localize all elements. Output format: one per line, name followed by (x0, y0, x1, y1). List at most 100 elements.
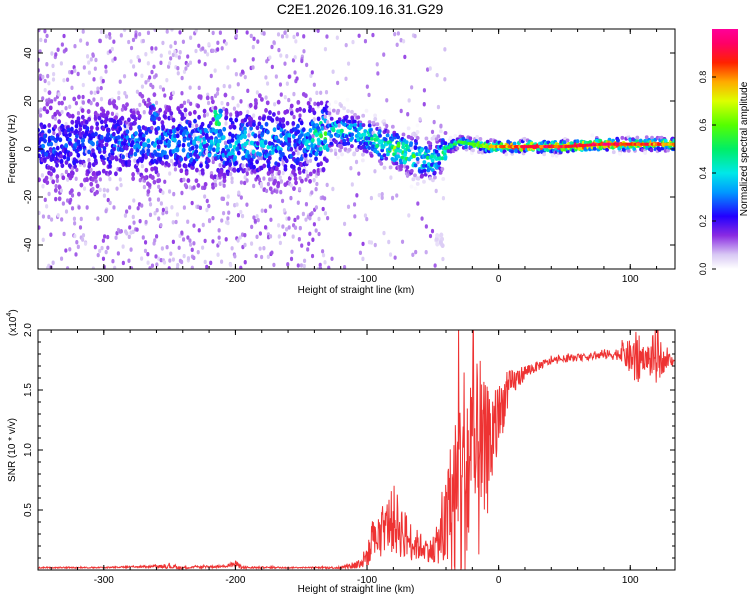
spectrogram-cell (61, 175, 66, 181)
spectrogram-cell (275, 189, 279, 194)
spectrogram-cell (270, 44, 274, 50)
spectrogram-cell (321, 167, 326, 172)
spectrogram-cell (415, 181, 420, 186)
spectrogram-cell (49, 217, 54, 222)
spectrogram-cell (632, 146, 637, 151)
spectrogram-cell (85, 54, 90, 59)
spectrogram-cell (141, 133, 146, 139)
spectrogram-cell (331, 128, 336, 133)
spectrogram-cell (68, 151, 73, 157)
spectrogram-cell (213, 68, 217, 73)
spectrogram-cell (122, 141, 127, 147)
spectrogram-cell (169, 158, 174, 164)
spectrogram-cell (197, 59, 201, 64)
spectrogram-cell (38, 153, 41, 159)
spectrogram-cell (99, 29, 103, 35)
spectrogram-feature (217, 121, 222, 127)
spectrogram-cell (277, 169, 281, 175)
spectrogram-cell (92, 154, 97, 160)
spectrogram-cell (461, 136, 466, 141)
spectrogram-cell (94, 57, 98, 63)
snr-scale-prefix: (x10 (8, 316, 19, 336)
spectrogram-cell (198, 171, 202, 176)
figure-title: C2E1.2026.109.16.31.G29 (276, 1, 444, 17)
spectrogram-cell (635, 138, 639, 143)
spectrogram-cell (255, 234, 259, 240)
spectrogram-cell (79, 182, 84, 188)
spectrogram-cell (287, 216, 291, 221)
spectrogram-cell (650, 135, 654, 140)
spectrogram-cell (346, 204, 351, 210)
spectrogram-cell (220, 100, 224, 106)
spectrogram-feature (438, 240, 443, 245)
spectrogram-cell (41, 237, 45, 242)
spectrogram-cell (406, 126, 411, 131)
spectrogram-cell (54, 141, 58, 147)
spectrogram-cell (70, 85, 74, 91)
spectrogram-cell (315, 181, 319, 187)
spectrogram-cell (135, 227, 139, 232)
spectrogram-cell (395, 42, 399, 48)
spectrogram-cell (468, 136, 473, 141)
spectrogram-cell (123, 91, 127, 96)
spectrogram-cell (53, 116, 58, 121)
snr-y-tick-label: 2.0 (23, 323, 34, 337)
spectrogram-cell (279, 53, 283, 58)
spectrogram-cell (98, 248, 102, 254)
spectrogram-cell (550, 153, 555, 158)
spectrogram-cell (196, 103, 201, 109)
spectrogram-cell (43, 138, 47, 144)
spectrogram-cell (291, 164, 296, 170)
spectrogram-cell (102, 234, 107, 239)
spectrogram-cell (96, 252, 100, 258)
spectrogram-cell (214, 182, 218, 188)
spectrogram-cell (196, 136, 201, 141)
spectrogram-cell (326, 215, 330, 221)
spectrogram-cell (275, 166, 279, 172)
spectrogram-cell (57, 196, 62, 202)
spectrogram-cell (153, 210, 157, 216)
spectrogram-cell (54, 196, 58, 202)
colorbar-tick-label: 0.0 (698, 263, 708, 276)
spectrogram-cell (227, 210, 231, 215)
spectrogram-cell (74, 128, 79, 134)
spectrogram-cell (138, 177, 142, 183)
spectrogram-cell (395, 193, 399, 198)
spectrogram-cell (176, 66, 180, 71)
spectrogram-cell (62, 78, 66, 83)
spectrogram-cell (175, 147, 180, 153)
spectrogram-cell (365, 84, 369, 89)
spectrogram-cell (428, 141, 433, 146)
spectrogram-cell (68, 200, 72, 205)
spectrogram-cell (54, 52, 58, 57)
spectrogram-cell (57, 92, 61, 97)
spectrogram-cell (161, 207, 165, 213)
spectrogram-x-tick-label: -200 (225, 274, 245, 285)
spectrogram-cell (371, 120, 376, 125)
spectrogram-cell (283, 94, 287, 100)
spectrogram-cell (350, 136, 354, 141)
spectrogram-cell (329, 133, 334, 138)
spectrogram-cell (265, 100, 270, 106)
spectrogram-cell (41, 214, 46, 219)
spectrogram-cell (230, 246, 234, 251)
spectrogram-cell (47, 128, 52, 134)
spectrogram-cell (439, 123, 443, 129)
spectrogram-cell (60, 109, 64, 115)
spectrogram-cell (194, 178, 199, 184)
spectrogram-cell (184, 170, 189, 176)
spectrogram-cell (55, 162, 59, 168)
spectrogram-cell (66, 177, 70, 182)
spectrogram-cell (80, 237, 85, 242)
spectrogram-cell (215, 91, 220, 96)
spectrogram-cell (336, 155, 340, 160)
spectrogram-cell (201, 222, 205, 228)
spectrogram-cell (40, 173, 44, 178)
spectrogram-cell (424, 136, 429, 141)
spectrogram-cell (99, 96, 104, 102)
spectrogram-cell (253, 218, 257, 224)
spectrogram-cell (306, 174, 310, 179)
spectrogram-cell (180, 91, 184, 96)
spectrogram-cell (415, 123, 420, 128)
